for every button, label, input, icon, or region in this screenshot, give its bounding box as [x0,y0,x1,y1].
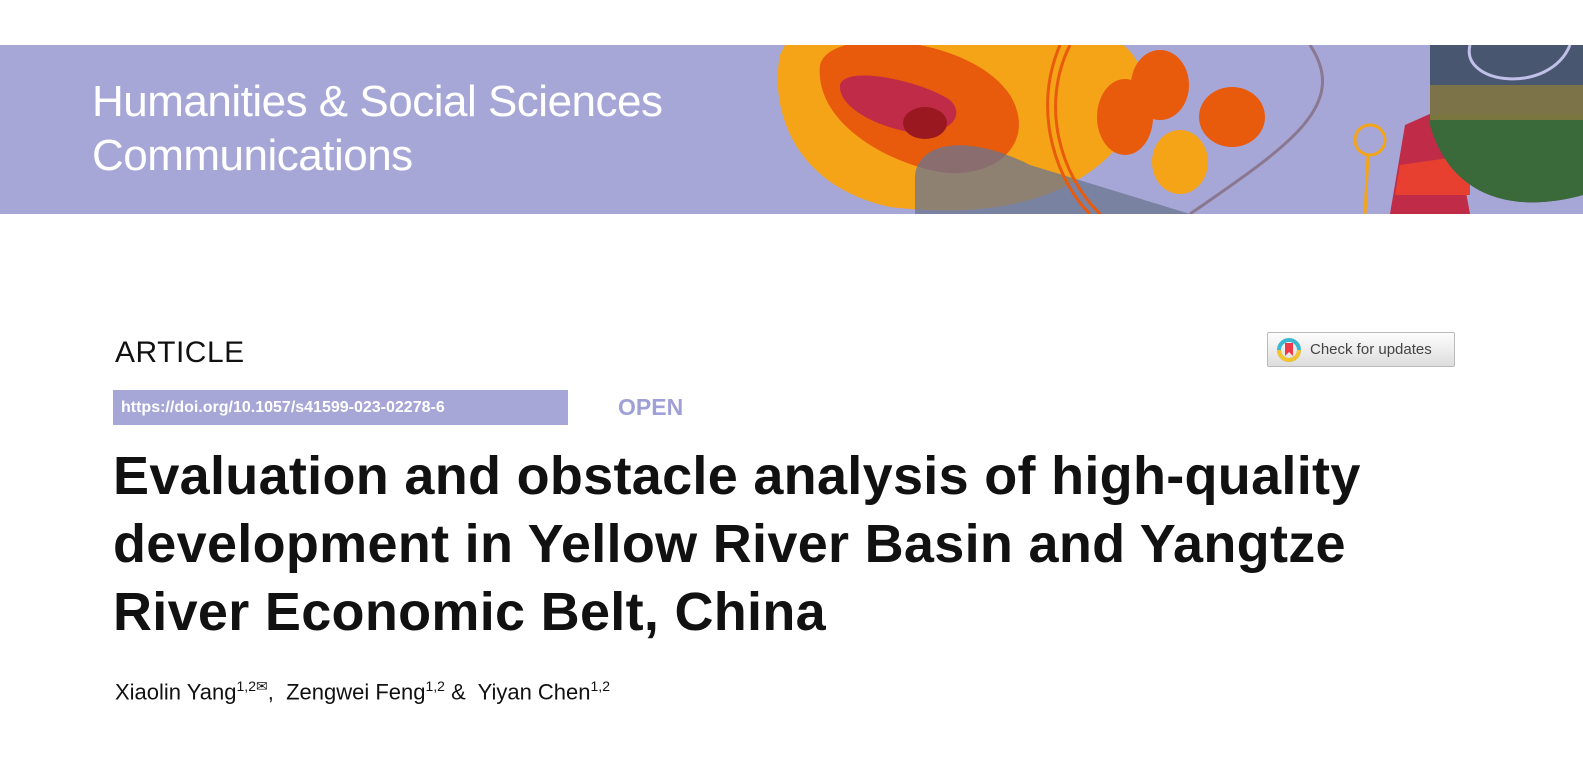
author-list: Xiaolin Yang1,2✉, Zengwei Feng1,2 & Yiya… [115,678,610,705]
author-name[interactable]: Zengwei Feng [286,679,426,705]
journal-title-line: Communications [92,131,413,180]
banner-artwork [777,45,1583,214]
check-for-updates-label: Check for updates [1310,341,1432,358]
crossmark-icon [1277,337,1301,362]
article-type: ARTICLE [115,336,245,369]
title-line: River Economic Belt, China [113,582,826,642]
author-separator: & [444,679,472,705]
journal-banner: Humanities & Social Sciences Communicati… [0,45,1583,214]
author-name[interactable]: Xiaolin Yang [115,679,237,705]
author-separator: , [267,679,280,705]
article-title: Evaluation and obstacle analysis of high… [113,442,1361,646]
check-for-updates-button[interactable]: Check for updates [1267,332,1455,367]
doi-link[interactable]: https://doi.org/10.1057/s41599-023-02278… [113,390,568,425]
title-line: Evaluation and obstacle analysis of high… [113,446,1361,506]
open-access-badge: OPEN [618,394,684,420]
author-affiliation[interactable]: 1,2 [236,678,256,694]
author-affiliation[interactable]: 1,2 [590,678,610,694]
title-line: development in Yellow River Basin and Ya… [113,514,1346,574]
author-name[interactable]: Yiyan Chen [477,679,591,705]
email-icon[interactable]: ✉ [255,678,268,694]
journal-title[interactable]: Humanities & Social Sciences Communicati… [92,75,663,183]
author-affiliation[interactable]: 1,2 [425,678,445,694]
journal-title-line: Humanities & Social Sciences [92,77,663,126]
